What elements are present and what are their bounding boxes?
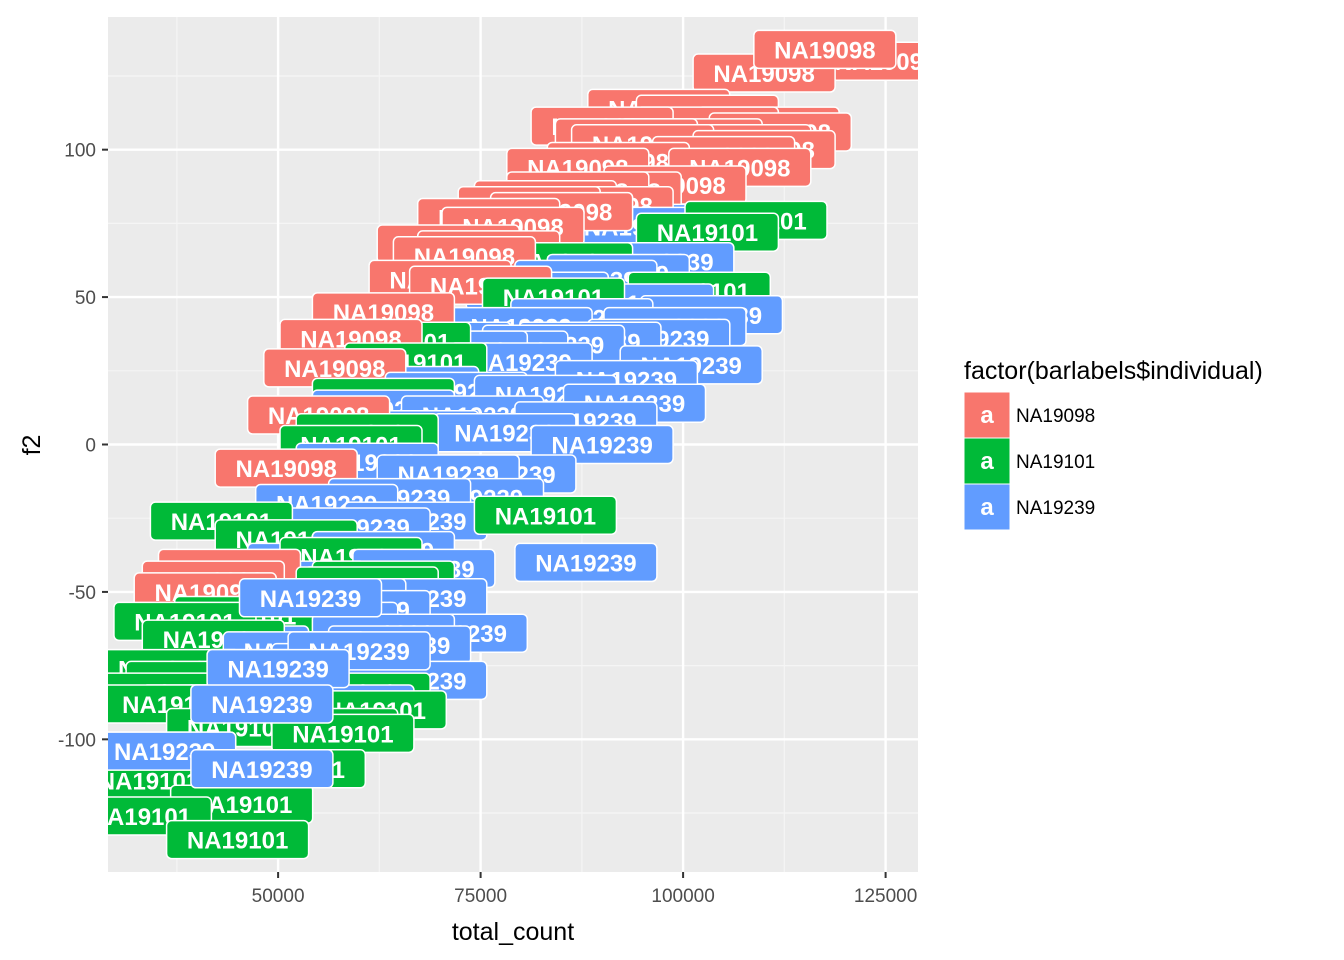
legend-item-NA19098: a NA19098 <box>963 391 1095 439</box>
label-text: NA19098 <box>774 37 875 64</box>
y-tick-label: -50 <box>69 583 96 604</box>
label-NA19101: NA19101 <box>473 495 618 536</box>
label-box <box>238 578 383 618</box>
x-tick-label: 125000 <box>854 886 917 907</box>
label-boxes: NA19098NA19098NA19098NA19098NA19098NA190… <box>108 29 918 860</box>
legend-item-label: NA19239 <box>1016 498 1095 519</box>
legend-item-NA19239: a NA19239 <box>963 483 1095 531</box>
label-NA19239: NA19239 <box>190 684 334 724</box>
legend-key-swatch <box>963 437 1011 485</box>
legend-key-glyph: a <box>980 402 994 429</box>
legend-item-label: NA19101 <box>1016 452 1095 473</box>
label-NA19239: NA19239 <box>530 424 674 465</box>
label-box <box>753 29 897 70</box>
legend-title: factor(barlabels$individual) <box>964 357 1263 385</box>
label-NA19098: NA19098 <box>753 29 897 70</box>
label-text: NA19098 <box>235 456 336 483</box>
label-box <box>190 749 334 789</box>
label-NA19239: NA19239 <box>206 648 350 689</box>
label-NA19101: NA19101 <box>165 819 310 860</box>
legend-item-label: NA19098 <box>1016 406 1095 427</box>
legend-key-swatch <box>963 391 1011 439</box>
label-NA19239: NA19239 <box>238 578 383 618</box>
legend-key-glyph: a <box>980 494 994 521</box>
label-text: NA19239 <box>260 586 361 613</box>
label-text: NA19239 <box>227 657 328 684</box>
legend-item-NA19101: a NA19101 <box>963 437 1095 485</box>
label-text: NA19101 <box>292 721 393 748</box>
legend: factor(barlabels$individual) a NA19098 a NA… <box>963 357 1263 531</box>
y-tick-label: 100 <box>64 141 96 162</box>
label-box <box>473 495 618 536</box>
y-tick-label: 50 <box>75 288 96 309</box>
label-box <box>530 424 674 465</box>
label-text: NA19239 <box>535 550 636 577</box>
legend-key-swatch <box>963 483 1011 531</box>
label-text: NA19239 <box>211 757 312 784</box>
y-tick-label: -100 <box>58 730 96 751</box>
axes: 50000 75000 100000 125000 -100 -50 0 50 100 <box>58 141 917 907</box>
y-axis-title: f2 <box>18 435 46 456</box>
label-text: NA19239 <box>211 692 312 719</box>
label-NA19101: NA19101 <box>271 713 415 754</box>
label-text: NA19101 <box>495 503 596 530</box>
x-tick-label: 50000 <box>252 886 305 907</box>
label-NA19239: NA19239 <box>190 749 334 789</box>
label-box <box>190 684 334 724</box>
y-tick-label: 0 <box>85 436 96 457</box>
label-NA19098: NA19098 <box>214 448 358 488</box>
label-text: NA19101 <box>187 828 288 855</box>
x-tick-label: 75000 <box>454 886 507 907</box>
x-axis-title: total_count <box>452 918 574 946</box>
label-NA19239: NA19239 <box>514 542 658 583</box>
label-box <box>165 819 310 860</box>
x-tick-label: 100000 <box>651 886 714 907</box>
label-box <box>514 542 658 583</box>
legend-key-glyph: a <box>980 448 994 475</box>
